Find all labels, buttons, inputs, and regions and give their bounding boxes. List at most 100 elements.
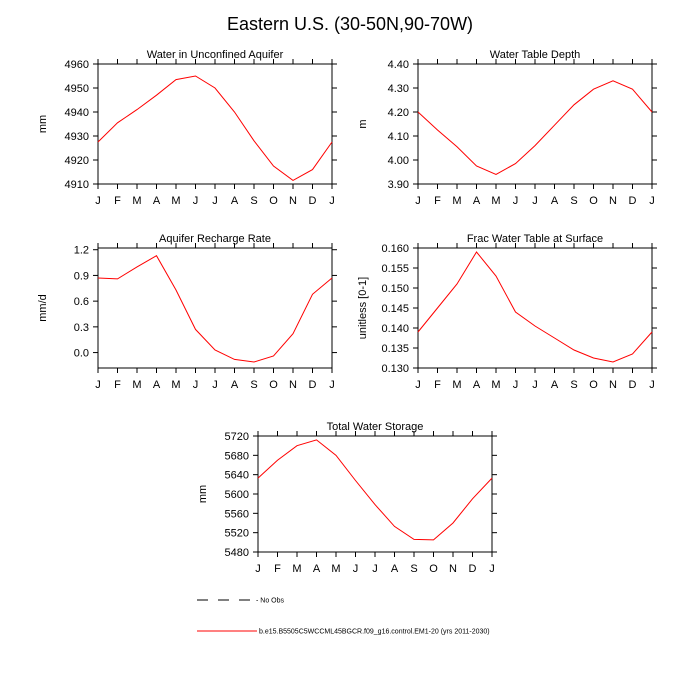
data-point xyxy=(214,87,216,89)
y-tick-label: 0.3 xyxy=(74,322,89,334)
x-tick-label: D xyxy=(629,195,637,207)
x-tick-label: M xyxy=(491,195,500,207)
x-tick-label: J xyxy=(532,379,538,391)
y-tick-label: 4960 xyxy=(65,59,89,71)
data-point xyxy=(491,477,493,479)
data-point xyxy=(553,337,555,339)
x-tick-label: M xyxy=(331,563,340,575)
panel-title: Aquifer Recharge Rate xyxy=(159,233,271,245)
data-point xyxy=(292,333,294,335)
y-tick-label: 0.155 xyxy=(381,263,409,275)
x-tick-label: N xyxy=(289,379,297,391)
legend-label-no-obs: - No Obs xyxy=(256,598,285,605)
x-tick-label: J xyxy=(649,379,655,391)
y-axis-label: mm/d xyxy=(37,294,49,322)
x-tick-label: O xyxy=(429,563,438,575)
data-point xyxy=(272,165,274,167)
x-tick-label: J xyxy=(415,379,421,391)
chart-panel-5: Total Water Storage mm 5480 5520 5560 5600 564… xyxy=(197,421,497,575)
data-point xyxy=(97,141,99,143)
x-tick-label: A xyxy=(153,195,161,207)
data-point xyxy=(354,479,356,481)
y-tick-label: 4910 xyxy=(65,179,89,191)
y-tick-label: 4.20 xyxy=(388,107,409,119)
data-point xyxy=(331,141,333,143)
data-point xyxy=(612,361,614,363)
x-tick-label: A xyxy=(473,379,481,391)
x-tick-label: A xyxy=(551,195,559,207)
data-point xyxy=(214,349,216,351)
panel-title: Water Table Depth xyxy=(490,49,581,61)
x-tick-label: F xyxy=(274,563,281,575)
y-tick-label: 4940 xyxy=(65,107,89,119)
x-tick-label: J xyxy=(489,563,495,575)
data-point xyxy=(331,277,333,279)
series-line xyxy=(417,251,653,363)
data-point xyxy=(335,454,337,456)
x-tick-label: N xyxy=(449,563,457,575)
x-tick-label: A xyxy=(551,379,559,391)
y-axis-label: mm xyxy=(37,115,49,133)
data-point xyxy=(393,525,395,527)
y-tick-label: 5600 xyxy=(225,489,249,501)
chart-panel-3: Aquifer Recharge Rate mm/d 0.0 0.3 0.6 0.9 1.2… xyxy=(37,233,337,391)
data-point xyxy=(573,349,575,351)
x-tick-label: A xyxy=(231,195,239,207)
x-tick-label: S xyxy=(570,379,577,391)
x-tick-label: J xyxy=(255,563,261,575)
y-tick-label: 0.6 xyxy=(74,296,89,308)
data-point xyxy=(456,283,458,285)
series-line xyxy=(257,439,493,541)
data-point xyxy=(272,355,274,357)
x-tick-label: A xyxy=(391,563,399,575)
x-tick-label: J xyxy=(212,195,218,207)
x-tick-label: S xyxy=(570,195,577,207)
x-tick-label: M xyxy=(132,195,141,207)
data-point xyxy=(97,277,99,279)
y-tick-label: 4.40 xyxy=(388,59,409,71)
data-point xyxy=(194,75,196,77)
y-tick-label: 0.160 xyxy=(381,243,409,255)
data-point xyxy=(311,168,313,170)
x-tick-label: N xyxy=(289,195,297,207)
x-tick-label: S xyxy=(250,379,257,391)
x-tick-label: N xyxy=(609,195,617,207)
data-point xyxy=(471,498,473,500)
series-line xyxy=(97,75,333,181)
x-tick-label: S xyxy=(250,195,257,207)
data-point xyxy=(257,477,259,479)
data-point xyxy=(155,94,157,96)
x-tick-label: F xyxy=(114,379,121,391)
x-tick-label: J xyxy=(532,195,538,207)
y-tick-label: 4.10 xyxy=(388,131,409,143)
data-point xyxy=(311,293,313,295)
chart-panel-4: Frac Water Table at Surface unitless [0-1… xyxy=(357,233,657,391)
chart-panel-2: Water Table Depth m 3.90 4.00 4.10 4.20 4.30 4.… xyxy=(357,49,657,207)
data-point xyxy=(534,325,536,327)
data-point xyxy=(233,111,235,113)
y-tick-label: 0.145 xyxy=(381,303,409,315)
plot-frame xyxy=(97,63,333,185)
data-point xyxy=(136,108,138,110)
x-tick-label: J xyxy=(513,379,519,391)
data-point xyxy=(315,439,317,441)
x-tick-label: F xyxy=(114,195,121,207)
x-tick-label: D xyxy=(309,195,317,207)
panel-title: Water in Unconfined Aquifer xyxy=(147,49,284,61)
x-tick-label: J xyxy=(329,379,335,391)
data-point xyxy=(436,129,438,131)
data-point xyxy=(374,503,376,505)
data-point xyxy=(276,459,278,461)
x-tick-label: O xyxy=(269,379,278,391)
data-point xyxy=(417,331,419,333)
data-point xyxy=(514,162,516,164)
x-tick-label: M xyxy=(452,379,461,391)
x-tick-label: A xyxy=(473,195,481,207)
x-tick-label: J xyxy=(353,563,359,575)
series-line xyxy=(417,80,653,175)
y-tick-label: 5720 xyxy=(225,431,249,443)
x-tick-label: J xyxy=(193,195,199,207)
data-point xyxy=(253,140,255,142)
x-tick-label: D xyxy=(629,379,637,391)
chart-panel-1: Water in Unconfined Aquifer mm 4910 4920 493… xyxy=(37,49,337,207)
